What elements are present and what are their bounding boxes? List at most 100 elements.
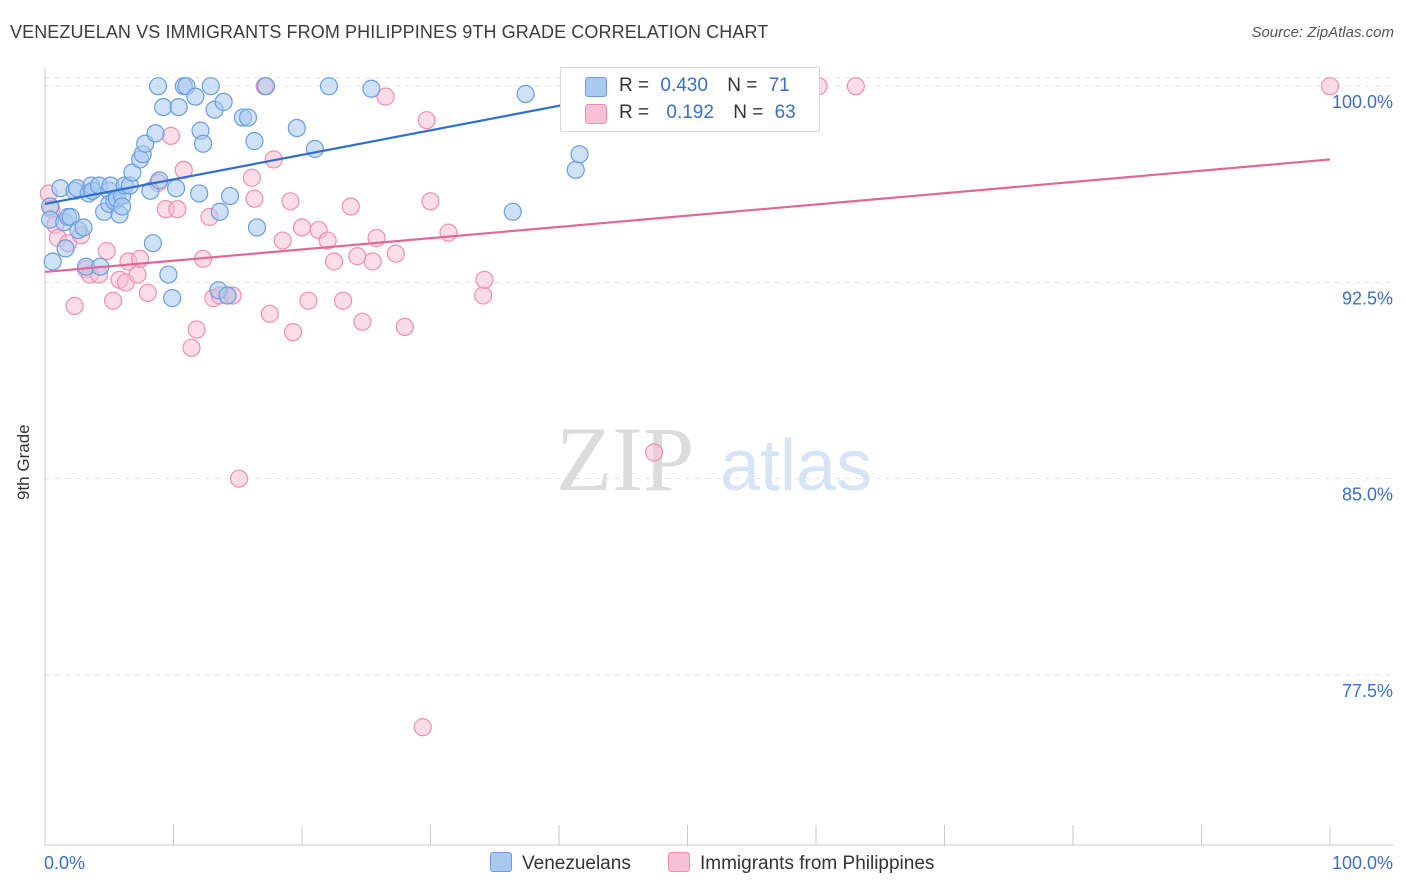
venezuelan-point <box>154 97 173 117</box>
philippines-point <box>168 200 187 219</box>
watermark-zip: ZIP <box>556 408 694 510</box>
philippines-point <box>341 197 360 216</box>
trend-lines <box>44 85 1331 274</box>
source-label: Source: ZipAtlas.com <box>1251 24 1394 41</box>
venezuelan-point <box>43 252 62 271</box>
philippines-point <box>334 291 353 310</box>
y-tick-label: 92.5% <box>1342 288 1393 308</box>
r-value: 0.430 <box>660 75 708 96</box>
philippines-point <box>348 247 367 266</box>
venezuelan-point <box>159 265 178 284</box>
y-axis-label: 9th Grade <box>14 424 33 500</box>
venezuelan-point <box>190 184 209 203</box>
r-label: R = <box>619 75 650 96</box>
philippines-point <box>386 244 405 263</box>
venezuelan-point <box>256 77 276 96</box>
philippines-point <box>475 270 494 289</box>
philippines-point <box>187 320 206 339</box>
venezuelan-point <box>305 139 324 159</box>
y-tick-label: 77.5% <box>1342 681 1393 701</box>
pink-swatch <box>668 852 690 872</box>
y-tick-label: 100.0% <box>1332 92 1393 112</box>
venezuelan-point <box>201 77 220 96</box>
venezuelan-point <box>74 218 93 237</box>
philippines-point <box>229 469 249 488</box>
watermark-atlas: atlas <box>720 426 872 506</box>
philippines-point <box>353 312 372 331</box>
venezuelan-point <box>566 160 585 179</box>
philippines-point <box>138 283 157 302</box>
legend-label: Immigrants from Philippines <box>700 853 935 874</box>
venezuelan-point <box>238 108 258 127</box>
philippines-point <box>283 323 303 342</box>
venezuelan-point <box>210 202 229 221</box>
venezuelan-point <box>218 286 237 305</box>
n-value: 63 <box>774 102 796 123</box>
philippines-point <box>1320 77 1340 96</box>
philippines-point <box>413 718 432 737</box>
philippines-point <box>474 286 493 305</box>
blue-swatch <box>490 852 512 872</box>
venezuelan-trend-line <box>44 85 663 205</box>
venezuelan-point <box>570 145 589 164</box>
philippines-point <box>273 231 292 250</box>
philippines-point <box>281 192 300 211</box>
philippines-point <box>395 317 414 336</box>
philippines-point <box>104 291 123 310</box>
philippines-point <box>325 252 344 271</box>
philippines-point <box>318 231 337 250</box>
legend-label: Venezuelans <box>522 853 631 874</box>
data-points <box>39 77 1340 737</box>
r-value: 0.192 <box>666 102 714 123</box>
philippines-point <box>846 77 865 96</box>
philippines-point <box>421 192 440 211</box>
venezuelan-point <box>245 132 264 151</box>
pink-swatch <box>585 104 607 124</box>
philippines-point <box>260 304 279 323</box>
stats-legend: R = 0.430 N = 71 R = 0.192 N = 63 <box>560 67 820 132</box>
venezuelan-point <box>287 118 306 138</box>
venezuelan-point <box>143 234 163 253</box>
venezuelan-point <box>166 179 186 198</box>
r-label: R = <box>619 102 650 123</box>
venezuelan-point <box>169 97 188 117</box>
watermark: ZIP atlas <box>556 408 872 510</box>
n-label: N = <box>733 102 764 123</box>
philippines-point <box>182 338 201 357</box>
philippines-point <box>299 291 318 310</box>
blue-swatch <box>585 77 607 97</box>
philippines-point <box>161 126 181 145</box>
philippines-point <box>292 218 312 237</box>
legend-item-philippines: Immigrants from Philippines <box>668 852 934 875</box>
philippines-point <box>363 252 382 271</box>
venezuelan-point <box>186 87 205 106</box>
legend-item-venezuelans: Venezuelans <box>490 852 631 875</box>
venezuelan-point <box>56 239 75 258</box>
venezuelan-point <box>163 289 182 308</box>
tick-labels: 77.5% 85.0% 92.5% 100.0% 0.0% 100.0% <box>44 92 1393 873</box>
philippines-point <box>245 189 264 208</box>
chart-title: VENEZUELAN VS IMMIGRANTS FROM PHILIPPINE… <box>10 22 769 42</box>
venezuelan-point <box>193 134 213 153</box>
gridlines <box>45 77 1390 676</box>
philippines-point <box>65 296 84 316</box>
venezuelan-point <box>362 79 381 98</box>
venezuelan-point <box>148 77 168 96</box>
venezuelan-point <box>146 124 165 143</box>
x-tick-label: 0.0% <box>44 853 85 873</box>
n-label: N = <box>727 75 758 96</box>
venezuelan-point <box>503 202 522 221</box>
philippines-point <box>242 168 261 187</box>
philippines-point <box>644 443 664 462</box>
philippines-point <box>417 111 436 130</box>
philippines-point <box>439 223 458 242</box>
philippines-point <box>97 241 116 261</box>
venezuelan-point <box>516 84 535 104</box>
philippines-point <box>128 265 147 284</box>
n-value: 71 <box>768 75 790 96</box>
x-tick-label: 100.0% <box>1332 853 1393 873</box>
philippines-point <box>376 87 395 106</box>
y-tick-label: 85.0% <box>1342 485 1393 505</box>
venezuelan-point <box>247 218 267 237</box>
